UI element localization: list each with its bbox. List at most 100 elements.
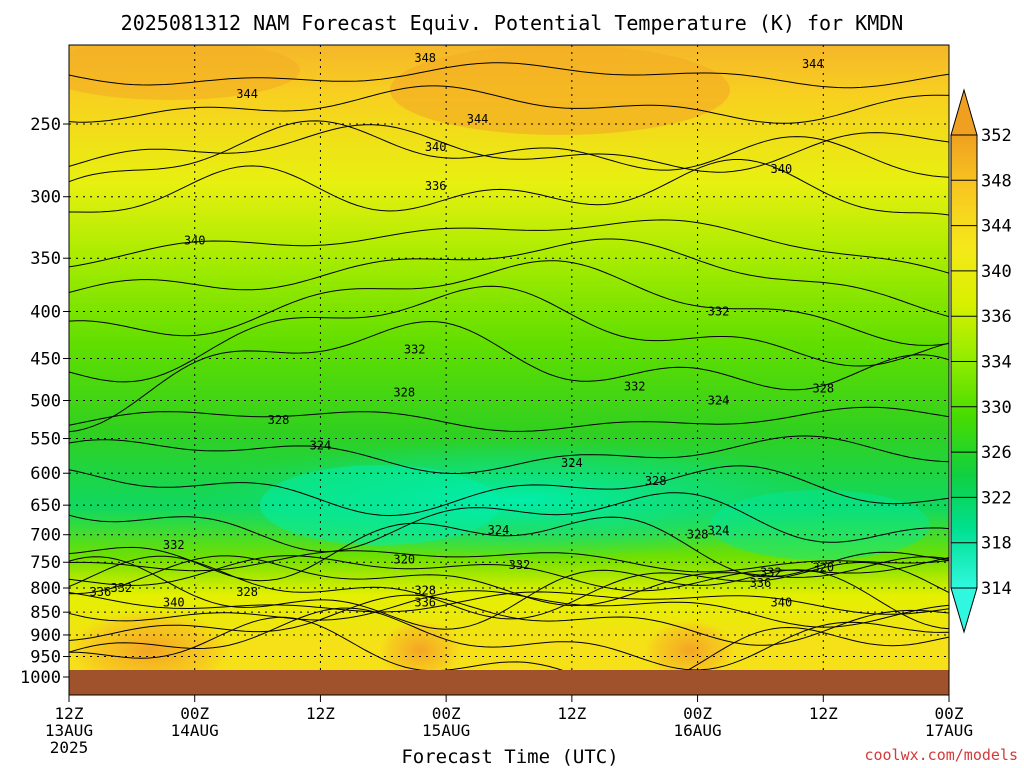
colorbar-label: 326 <box>981 443 1012 463</box>
contour-line <box>69 85 949 124</box>
y-tick-label: 400 <box>30 302 61 322</box>
contour-line <box>69 556 949 630</box>
x-tick-label: 12Z <box>557 704 586 723</box>
y-tick-label: 800 <box>30 579 61 599</box>
contour-line <box>69 555 949 607</box>
colorbar-label: 340 <box>981 262 1012 282</box>
colorbar-bottom-arrow <box>950 587 978 634</box>
x-tick-label: 12Z <box>55 704 84 723</box>
colorbar-label: 336 <box>981 307 1012 327</box>
contour-label: 336 <box>90 585 112 599</box>
contour-label: 328 <box>393 385 415 399</box>
contour-label: 324 <box>488 523 510 537</box>
contour-label: 340 <box>163 596 185 610</box>
x-tick-label: 00Z <box>935 704 964 723</box>
contour-label: 344 <box>467 112 489 126</box>
y-axis: 250 300 350 400 450 500 550 600 650 700 750 800 850 9… <box>20 115 69 688</box>
colorbar: 352 348 344 340 336 334 330 326 322 318 314 <box>950 88 1012 634</box>
colorbar-label: 352 <box>981 126 1012 146</box>
x-tick-label: 15AUG <box>422 721 470 740</box>
contour-line <box>69 159 949 216</box>
contour-label: 324 <box>708 524 730 538</box>
contour-label: 336 <box>750 576 772 590</box>
y-tick-label: 550 <box>30 430 61 450</box>
y-tick-label: 900 <box>30 626 61 646</box>
y-tick-label: 750 <box>30 553 61 573</box>
x-tick-label: 00Z <box>683 704 712 723</box>
contour-line <box>69 607 949 670</box>
contour-label: 344 <box>236 87 258 101</box>
contour-label: 332 <box>404 343 426 357</box>
x-axis-label: Forecast Time (UTC) <box>401 746 618 768</box>
x-tick-label: 16AUG <box>673 721 721 740</box>
contour-label: 332 <box>163 538 185 552</box>
contour-label: 340 <box>771 596 793 610</box>
contour-label: 332 <box>111 581 133 595</box>
contour-label: 328 <box>645 474 667 488</box>
x-tick-label: 00Z <box>180 704 209 723</box>
colorbar-top-arrow <box>950 88 978 136</box>
contour-line <box>69 238 949 318</box>
contour-label: 336 <box>425 179 447 193</box>
colorbar-label: 334 <box>981 353 1012 373</box>
x-tick-label: 12Z <box>306 704 335 723</box>
contour-line <box>69 285 949 383</box>
contour-line <box>69 594 949 646</box>
contour-line <box>69 62 949 89</box>
contour-label: 328 <box>414 583 436 597</box>
contour-lines <box>69 62 949 670</box>
contour-label: 344 <box>802 57 824 71</box>
y-tick-label: 250 <box>30 115 61 135</box>
x-tick-label: 12Z <box>809 704 838 723</box>
y-tick-label: 850 <box>30 603 61 623</box>
plot-frame <box>68 44 950 696</box>
x-tick-label: 00Z <box>432 704 461 723</box>
colorbar-label: 348 <box>981 171 1012 191</box>
y-tick-label: 350 <box>30 249 61 269</box>
y-tick-label: 450 <box>30 349 61 369</box>
contour-line <box>69 616 949 670</box>
contour-label: 324 <box>310 439 332 453</box>
colorbar-label: 344 <box>981 217 1012 237</box>
colorbar-label: 322 <box>981 488 1012 508</box>
credit-text: coolwx.com/models <box>864 746 1018 764</box>
contour-label: 332 <box>760 566 782 580</box>
colorbar-label: 314 <box>981 579 1012 599</box>
y-tick-label: 1000 <box>20 668 61 688</box>
contour-line <box>69 320 949 433</box>
contour-line <box>69 124 949 173</box>
contour-label: 348 <box>414 51 436 65</box>
ground-strip <box>69 670 949 695</box>
contour-label: 336 <box>414 596 436 610</box>
contour-line <box>69 219 949 274</box>
y-tick-label: 300 <box>30 188 61 208</box>
contour-label: 332 <box>509 558 531 572</box>
contour-line <box>69 516 949 582</box>
contour-line <box>69 492 949 553</box>
y-tick-label: 600 <box>30 464 61 484</box>
contour-line <box>69 465 949 517</box>
contour-label: 328 <box>236 585 258 599</box>
y-tick-label: 700 <box>30 526 61 546</box>
colorbar-label: 318 <box>981 534 1012 554</box>
x-tick-label: 13AUG <box>45 721 93 740</box>
contour-label: 340 <box>771 162 793 176</box>
contour-label: 328 <box>268 413 290 427</box>
contour-line <box>69 435 949 475</box>
x-tick-label: 14AUG <box>171 721 219 740</box>
contour-label: 328 <box>812 381 834 395</box>
contour-label: 324 <box>708 394 730 408</box>
chart-title: 2025081312 NAM Forecast Equiv. Potential… <box>121 11 904 35</box>
colorbar-label: 330 <box>981 398 1012 418</box>
contour-line <box>69 590 949 628</box>
y-tick-label: 650 <box>30 496 61 516</box>
contour-line <box>69 260 949 346</box>
contour-label: 332 <box>708 304 730 318</box>
contour-label: 328 <box>687 528 709 542</box>
contour-line <box>69 406 949 432</box>
contour-line <box>69 555 949 620</box>
contour-label: 324 <box>561 456 583 470</box>
